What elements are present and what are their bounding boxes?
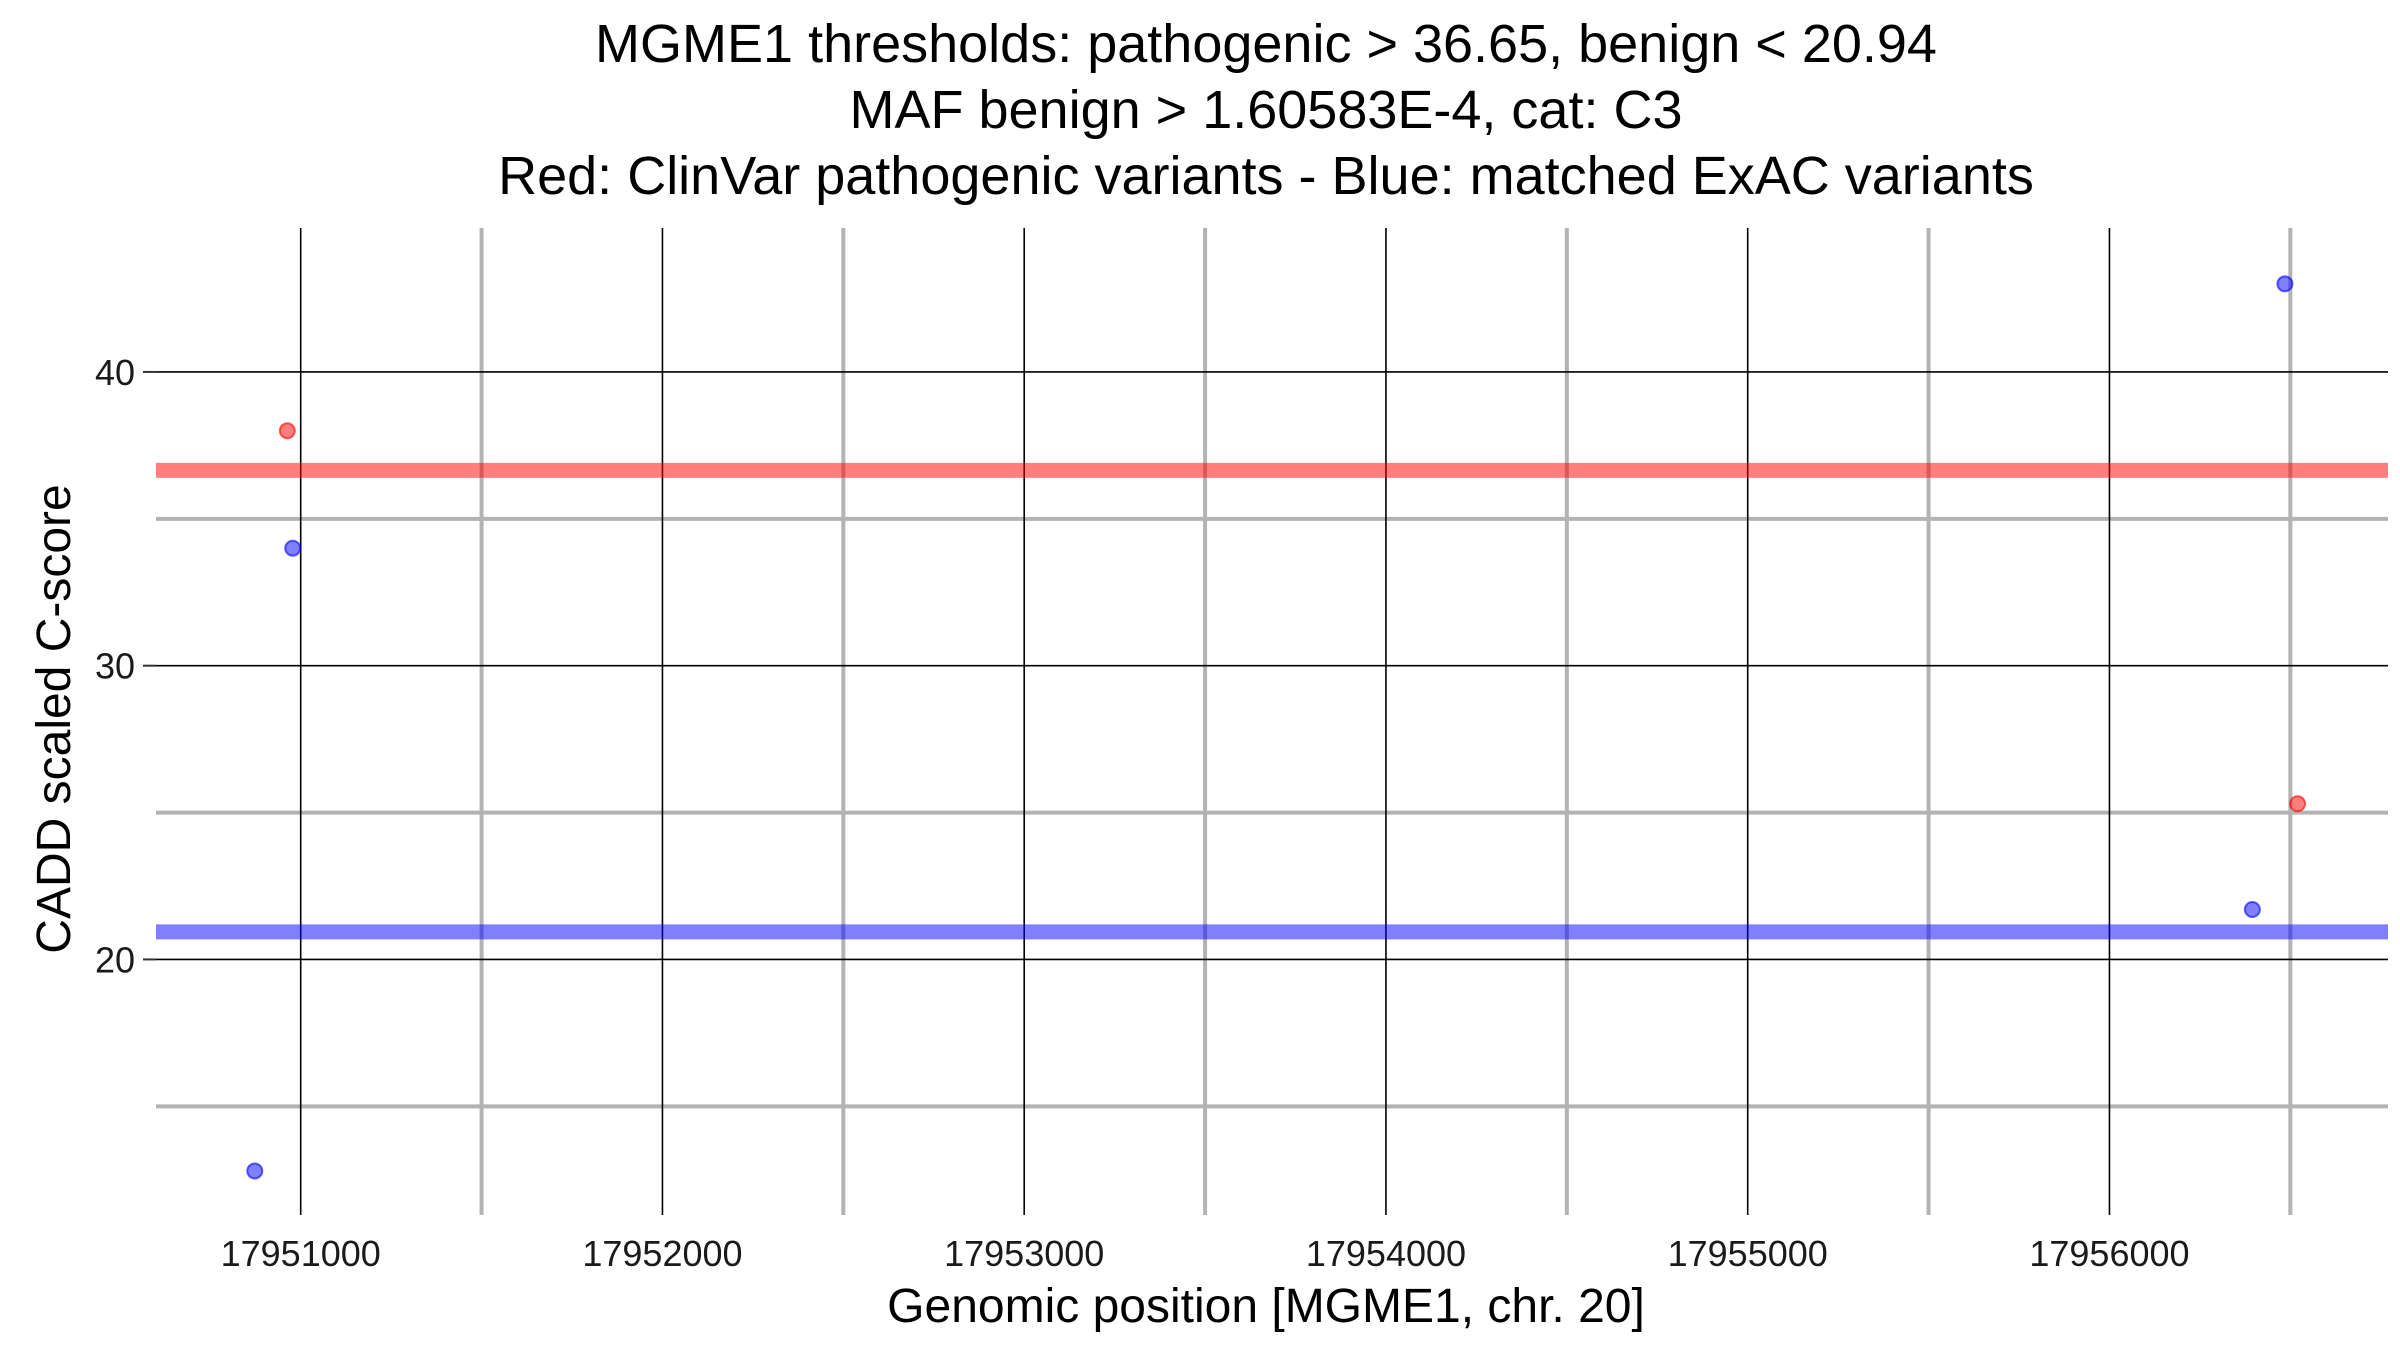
x-axis-label: Genomic position [MGME1, chr. 20]	[887, 1280, 1645, 1333]
x-tick-label-3: 17954000	[1306, 1233, 1466, 1274]
x-tick-label-2: 17953000	[944, 1233, 1104, 1274]
x-tick-label-5: 17956000	[2029, 1233, 2189, 1274]
x-tick-label-1: 17952000	[582, 1233, 742, 1274]
y-axis: 20 30 40	[95, 352, 156, 980]
data-points	[246, 275, 2307, 1180]
benign-point-2	[2243, 901, 2261, 918]
x-tick-label-4: 17955000	[1668, 1233, 1828, 1274]
y-axis-label: CADD scaled C-score	[28, 484, 81, 953]
threshold-lines	[156, 462, 2388, 940]
benign-point-3	[2276, 275, 2294, 293]
chart-title-line-2: MAF benign > 1.60583E-4, cat: C3	[850, 80, 1683, 140]
y-tick-label-2: 40	[95, 352, 135, 393]
x-tick-label-0: 17951000	[221, 1233, 381, 1274]
benign-point-1	[284, 539, 302, 557]
y-tick-label-1: 30	[95, 646, 135, 687]
y-tick-label-0: 20	[95, 939, 135, 980]
x-axis: 17951000 17952000 17953000 17954000 17955000…	[221, 1233, 2190, 1274]
minor-gridlines	[156, 228, 2388, 1215]
major-gridlines	[156, 228, 2388, 1215]
chart-title-line-3: Red: ClinVar pathogenic variants - Blue:…	[498, 146, 2034, 206]
pathogenic-point-1	[2289, 795, 2307, 813]
chart-title: MGME1 thresholds: pathogenic > 36.65, be…	[498, 14, 2034, 206]
pathogenic-point-0	[278, 422, 296, 440]
chart-title-line-1: MGME1 thresholds: pathogenic > 36.65, be…	[595, 14, 1937, 74]
benign-point-0	[246, 1162, 264, 1180]
